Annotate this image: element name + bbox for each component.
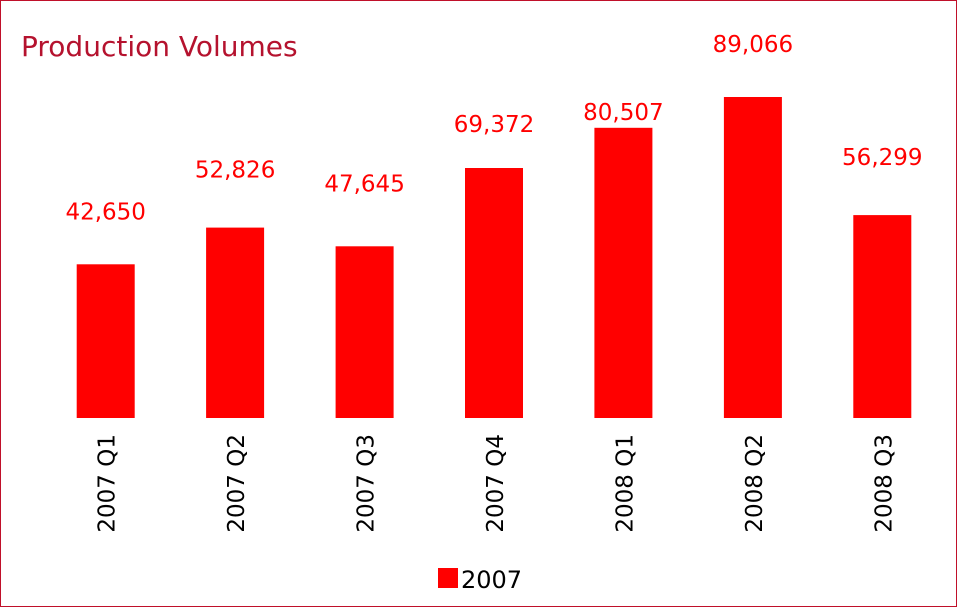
data-label: 42,650 bbox=[65, 199, 145, 225]
x-tick-label: 2008 Q2 bbox=[742, 434, 768, 533]
x-tick-label-group: 2007 Q1 2007 Q2 2007 Q3 2007 Q4 2008 Q1 2008 … bbox=[95, 434, 898, 533]
bar bbox=[853, 215, 912, 418]
bar-group bbox=[76, 97, 912, 419]
data-label: 52,826 bbox=[195, 158, 275, 184]
data-label: 80,507 bbox=[583, 100, 663, 126]
legend-label: 2007 bbox=[461, 566, 522, 594]
bar bbox=[335, 246, 394, 418]
x-tick-label: 2007 Q3 bbox=[354, 434, 380, 533]
bar bbox=[76, 264, 135, 418]
legend: 2007 bbox=[438, 566, 522, 594]
x-tick-label: 2007 Q1 bbox=[95, 434, 121, 533]
data-label: 56,299 bbox=[842, 145, 922, 171]
data-label-group: 42,650 52,826 47,645 69,372 80,507 89,066 56,2… bbox=[65, 32, 922, 225]
chart-title: Production Volumes bbox=[21, 30, 298, 63]
data-label: 69,372 bbox=[454, 112, 534, 138]
bar bbox=[723, 97, 782, 418]
x-tick-label: 2007 Q2 bbox=[224, 434, 250, 533]
bar bbox=[594, 127, 653, 419]
data-label: 47,645 bbox=[324, 171, 404, 197]
x-tick-label: 2007 Q4 bbox=[483, 434, 509, 533]
bar bbox=[465, 168, 523, 418]
x-tick-label: 2008 Q3 bbox=[871, 434, 897, 533]
legend-swatch bbox=[438, 568, 458, 588]
data-label: 89,066 bbox=[713, 32, 793, 58]
x-tick-label: 2008 Q1 bbox=[612, 434, 638, 533]
bar bbox=[206, 227, 265, 418]
